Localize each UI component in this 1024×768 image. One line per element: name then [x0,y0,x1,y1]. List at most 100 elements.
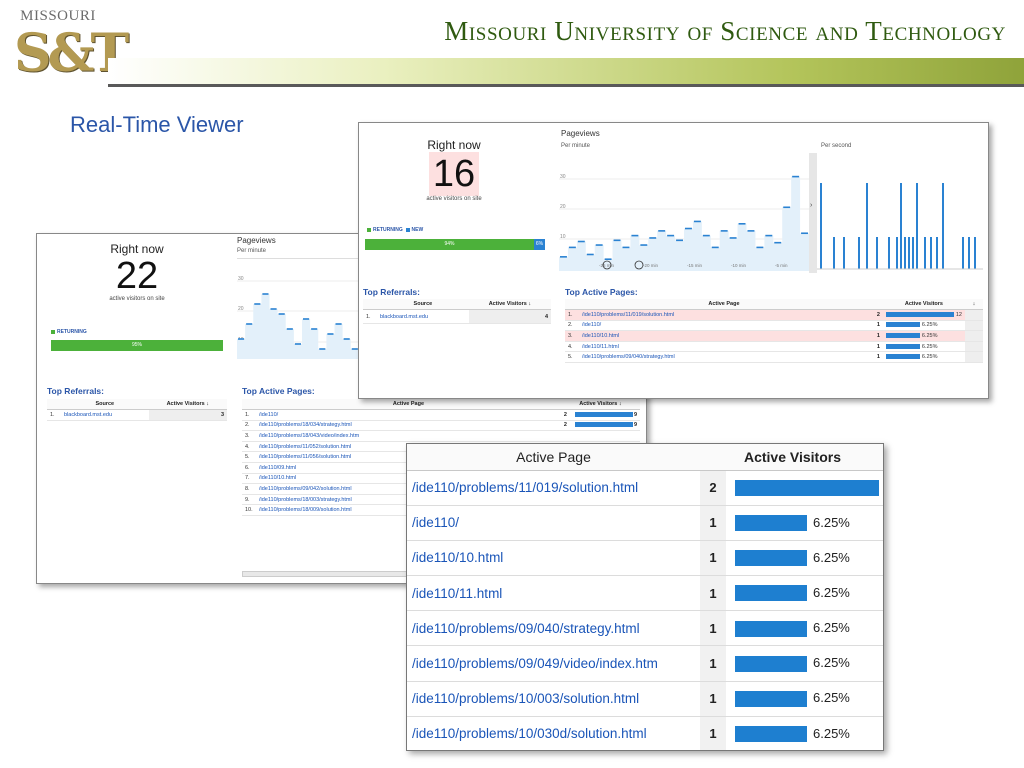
realtime-screenshot-16: Right now 16 active visitors on site RET… [358,122,989,399]
visitor-share-bar [735,479,879,496]
table-row: /ide110/problems/10/030d/solution.html 1 6… [407,716,883,750]
active-page-link[interactable]: /ide110/10.html [407,540,700,577]
visitor-pct: 9 [633,411,637,418]
active-page-link[interactable]: /ide110/problems/09/040/strategy.html [579,351,869,363]
visitor-share-bar [735,655,807,672]
visitor-count: 1 [700,575,726,612]
table-row: 2./ide110/problems/18/034/strategy.html 2… [242,420,640,432]
active-pages-zoom: Active Page Active Visitors /ide110/prob… [406,443,884,751]
active-pages-zoom-table: Active Page Active Visitors /ide110/prob… [407,444,883,750]
visitor-pct: 6.25% [921,343,938,350]
returning-swatch [51,329,55,334]
right-now-label: Right now [110,242,164,256]
active-visitors-cell: 6.25% [726,610,883,647]
referral-link[interactable]: blackboard.mst.edu [377,309,469,324]
active-page-link[interactable]: /ide110/10.html [579,330,869,342]
visitor-count: 1 [700,505,726,541]
col-active-visitors: Active Visitors ↓ [468,299,551,310]
visitor-count: 1 [868,351,883,363]
per-minute-label: Per minute [561,143,591,149]
visitor-count: 1 [700,645,726,682]
visitor-share-bar [735,620,807,637]
col-active-page: Active Page [407,444,700,471]
pageviews-title: Pageviews [561,129,600,138]
active-visitors-caption: active visitors on site [109,296,165,302]
row-index: 1. [242,409,256,421]
visitor-count: 1 [700,716,726,750]
active-page-link[interactable]: /ide110/problems/10/030d/solution.html [407,716,700,750]
row-index: 8. [242,483,256,495]
right-now-widget: Right now 22 active visitors on site [77,242,197,302]
returning-bar: 94% [365,239,534,250]
active-page-link[interactable]: /ide110/problems/09/049/video/index.htm [407,645,700,682]
new-bar: 6% [534,239,545,250]
active-visitors-cell: 6.25% [726,716,883,750]
active-page-link[interactable]: /ide110/ [579,320,869,332]
header-gradient-band [108,58,1024,84]
top-active-pages-title: Top Active Pages: [565,287,638,297]
slide-title: Real-Time Viewer [70,112,244,137]
sort-arrow-icon[interactable]: ↓ [965,299,983,310]
y-tick-label: 20 [560,204,566,210]
active-visitors-cell: 6.25% [726,505,883,541]
visitor-count: 2 [700,470,726,506]
table-row: /ide110/11.html 1 6.25% [407,575,883,612]
row-index: 5. [242,451,256,463]
visitor-pct: 6.25% [921,354,938,361]
visitor-count: 1 [700,681,726,717]
col-source: Source [377,299,469,310]
visitor-pct: 6.25% [813,690,850,706]
visitor-pct: 6.25% [813,514,850,530]
row-index: 2. [565,320,579,332]
timeline-marker [602,260,612,270]
table-row: 5./ide110/problems/09/040/strategy.html 1… [565,351,983,363]
returning-swatch [367,227,371,232]
active-page-link[interactable]: /ide110/11.html [579,341,869,353]
active-page-link[interactable]: /ide110/11.html [407,575,700,612]
table-row: 4./ide110/11.html 1 6.25% [565,341,983,353]
table-row: /ide110/problems/10/003/solution.html 1 6.… [407,681,883,717]
table-row: /ide110/problems/11/019/solution.html 2 [407,470,883,506]
active-visitors-cell: 6.25% [882,351,965,363]
active-page-link[interactable]: /ide110/problems/10/003/solution.html [407,681,700,717]
returning-bar: 95% [51,340,223,351]
y-tick-label: 30 [238,276,244,282]
active-visitors-cell: 6.25% [882,320,965,332]
header-divider [108,84,1024,87]
timeline-marker [634,260,644,270]
x-tick-label: -25 min [599,263,615,268]
active-page-link[interactable]: /ide110/ [256,409,561,421]
col-active-visitors: Active Visitors ↓ [560,399,640,410]
active-page-link[interactable]: /ide110/problems/11/019/solution.html [407,470,700,506]
visitor-count: 2 [563,411,567,418]
visitor-count: 2 [563,422,567,429]
table-row: 3./ide110/10.html 1 6.25% [565,330,983,342]
visitor-share-bar [885,354,920,360]
x-tick-label: -5 min [775,263,788,268]
top-referrals-title: Top Referrals: [47,386,104,396]
active-page-link[interactable]: /ide110/problems/11/019/solution.html [579,309,869,321]
pageviews-area [559,176,809,271]
referral-link[interactable]: blackboard.mst.edu [61,409,149,421]
active-page-link[interactable]: /ide110/ [407,505,700,541]
table-row: 1. blackboard.mst.edu 4 [363,309,551,324]
right-now-label: Right now [427,138,481,152]
per-minute-label: Per minute [237,248,267,254]
visitor-count: 1 [868,320,883,332]
row-index: 4. [565,341,579,353]
col-active-visitors: Active Visitors [700,444,883,471]
active-page-link[interactable]: /ide110/problems/18/043/video/index.htm [256,430,561,442]
table-row: 2./ide110/1 6.25% [565,320,983,332]
visitor-pct: 6.25% [813,620,850,636]
active-page-link[interactable]: /ide110/problems/09/040/strategy.html [407,610,700,647]
row-index: 2. [242,420,256,432]
table-row: 1./ide110/2 9 [242,409,640,421]
legend: RETURNING NEW [367,227,423,233]
visitor-share-bar [735,726,807,743]
row-index: 6. [242,462,256,474]
referrals-table: Source Active Visitors ↓ 1. blackboard.ms… [47,399,227,421]
chevron-right-icon: › [810,202,813,209]
active-page-link[interactable]: /ide110/problems/18/034/strategy.html [256,420,561,432]
visitor-count: 1 [700,540,726,577]
row-index: 4. [242,441,256,453]
